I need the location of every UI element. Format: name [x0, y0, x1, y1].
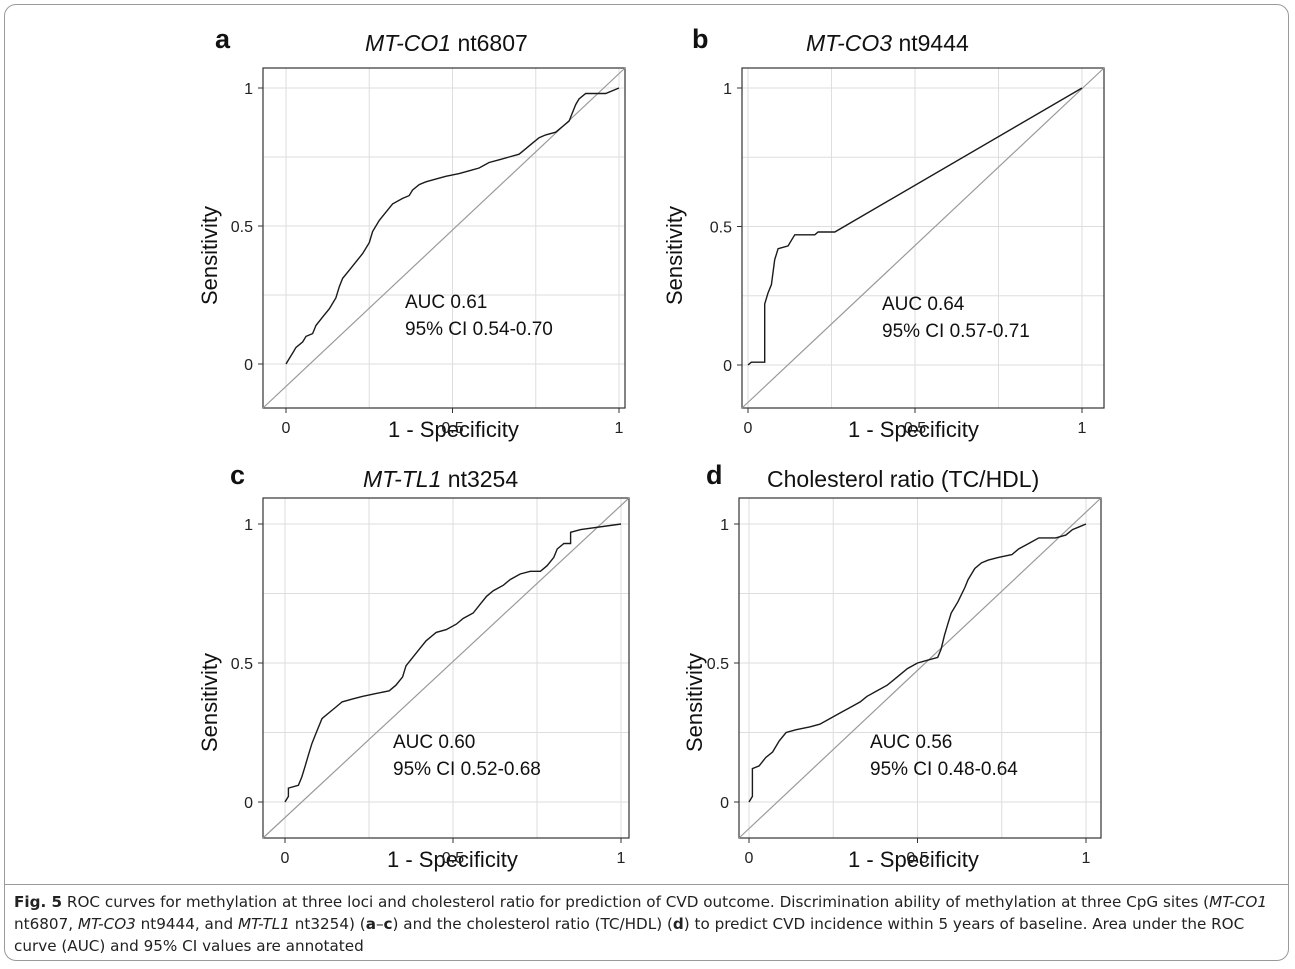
y-tick-label: 1: [244, 517, 253, 534]
diagonal-reference-line: [738, 497, 1102, 839]
roc-curve: [748, 523, 1087, 803]
gridlines: [263, 68, 625, 408]
ci-annotation: 95% CI 0.54-0.70: [405, 319, 553, 340]
y-tick-label: 0.5: [231, 219, 253, 236]
plot-frame: [262, 497, 630, 839]
caption-label: Fig. 5: [14, 893, 63, 911]
x-tick-label: 0.5: [906, 850, 928, 867]
panel-letter: b: [692, 24, 709, 54]
y-tick-label: 1: [723, 81, 732, 98]
panel-letter: a: [215, 24, 231, 54]
panel-title-gene: MT-CO1: [365, 30, 452, 56]
ci-annotation: 95% CI 0.57-0.71: [882, 321, 1030, 342]
roc-plot: 0 0 0.5 0.5 1 1 AUC 0.64 95% CI 0.57-0.71: [710, 67, 1105, 437]
gridlines: [739, 498, 1101, 838]
x-tick-label: 0.5: [442, 850, 464, 867]
y-tick-label: 0: [244, 357, 253, 374]
y-tick-label: 0: [720, 795, 729, 812]
ci-annotation: 95% CI 0.48-0.64: [870, 759, 1018, 780]
panel-title-rest: nt3254: [441, 466, 519, 492]
roc-plot: 0 0 0.5 0.5 1 1 AUC 0.61 95% CI 0.54-0.70: [231, 67, 626, 437]
y-tick-label: 1: [244, 81, 253, 98]
y-tick-label: 0.5: [707, 656, 729, 673]
figure-frame: [4, 4, 1289, 961]
auc-annotation: AUC 0.60: [393, 732, 475, 753]
plot-frame: [741, 67, 1105, 409]
panel-title: MT-CO3 nt9444: [806, 30, 969, 57]
x-tick-label: 0: [282, 420, 291, 437]
y-tick-label: 0: [244, 795, 253, 812]
y-tick-label: 0.5: [231, 656, 253, 673]
x-axis-label: 1 - Specificity: [388, 417, 519, 442]
caption-separator: [4, 884, 1289, 885]
x-axis-label: 1 - Specificity: [387, 847, 518, 872]
y-tick-label: 1: [720, 517, 729, 534]
auc-annotation: AUC 0.61: [405, 292, 487, 313]
diagonal-reference-line: [262, 67, 626, 409]
gridlines: [742, 68, 1104, 408]
auc-annotation: AUC 0.64: [882, 294, 965, 315]
y-tick-label: 0.5: [710, 220, 732, 237]
x-tick-label: 0.5: [904, 420, 926, 437]
auc-annotation: AUC 0.56: [870, 732, 952, 753]
panel-letter: c: [230, 460, 246, 490]
roc-panel-d: d Cholesterol ratio (TC/HDL) Sensitivity…: [660, 452, 1180, 892]
x-tick-label: 1: [615, 420, 624, 437]
roc-curve: [285, 87, 620, 365]
panel-title-rest: nt6807: [451, 30, 528, 56]
roc-panel-b: b MT-CO3 nt9444 Sensitivity 1 - Specific…: [660, 20, 1180, 460]
roc-panel-c: c MT-TL1 nt3254 Sensitivity 1 - Specific…: [195, 452, 715, 892]
panel-letter: d: [706, 460, 723, 490]
roc-panel-a: a MT-CO1 nt6807 Sensitivity 1 - Specific…: [195, 20, 715, 460]
plot-frame: [262, 67, 626, 409]
panel-title: MT-CO1 nt6807: [365, 30, 528, 57]
roc-curve: [747, 87, 1083, 366]
diagonal-reference-line: [741, 67, 1105, 409]
panel-title-rest: nt9444: [892, 30, 969, 56]
roc-curve: [284, 523, 622, 803]
panel-title: Cholesterol ratio (TC/HDL): [767, 466, 1039, 493]
x-tick-label: 1: [1082, 850, 1091, 867]
diagonal-reference-line: [262, 497, 630, 839]
gridlines: [263, 498, 629, 838]
panel-title-gene: MT-CO3: [806, 30, 893, 56]
x-tick-label: 1: [617, 850, 626, 867]
x-tick-label: 0.5: [441, 420, 463, 437]
x-axis-label: 1 - Specificity: [848, 847, 979, 872]
ci-annotation: 95% CI 0.52-0.68: [393, 759, 541, 780]
roc-plot: 0 0 0.5 0.5 1 1 AUC 0.60 95% CI 0.52-0.68: [231, 497, 630, 867]
figure-caption: Fig. 5 ROC curves for methylation at thr…: [14, 891, 1279, 957]
roc-plot: 0 0 0.5 0.5 1 1 AUC 0.56 95% CI 0.48-0.64: [707, 497, 1102, 867]
panel-title: MT-TL1 nt3254: [363, 466, 518, 493]
x-tick-label: 0: [745, 850, 754, 867]
panel-title-gene: MT-TL1: [363, 466, 442, 492]
x-tick-label: 1: [1078, 420, 1087, 437]
plot-frame: [738, 497, 1102, 839]
caption-text: ROC curves for methylation at three loci…: [14, 893, 1268, 955]
panel-title-rest: Cholesterol ratio (TC/HDL): [767, 466, 1040, 492]
x-tick-label: 0: [744, 420, 753, 437]
x-axis-label: 1 - Specificity: [848, 417, 979, 442]
y-tick-label: 0: [723, 358, 732, 375]
x-tick-label: 0: [281, 850, 290, 867]
